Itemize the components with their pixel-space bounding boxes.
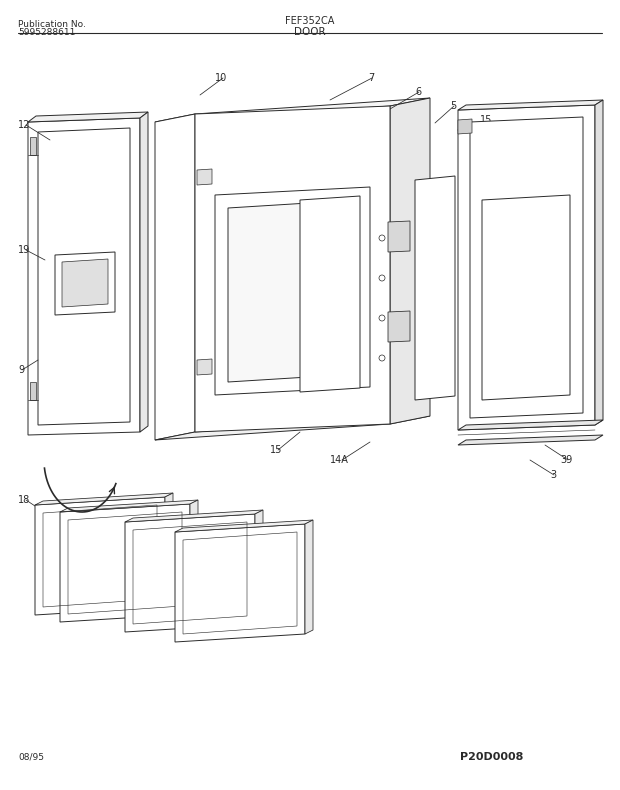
Text: 14: 14 — [515, 129, 527, 139]
Text: 5995288611: 5995288611 — [18, 28, 76, 37]
Text: 6: 6 — [415, 87, 421, 97]
Polygon shape — [470, 117, 583, 418]
Text: 12: 12 — [18, 120, 30, 130]
Polygon shape — [55, 252, 115, 315]
Polygon shape — [175, 524, 305, 642]
Text: 17: 17 — [148, 553, 161, 563]
Text: 16: 16 — [198, 565, 210, 575]
Polygon shape — [35, 497, 165, 615]
Polygon shape — [390, 98, 430, 424]
Polygon shape — [62, 259, 108, 307]
Polygon shape — [35, 493, 173, 505]
Text: 16: 16 — [68, 537, 80, 547]
Polygon shape — [60, 500, 198, 512]
Polygon shape — [28, 112, 148, 122]
Text: 15: 15 — [270, 445, 282, 455]
Polygon shape — [482, 195, 570, 400]
Circle shape — [379, 355, 385, 361]
Polygon shape — [155, 114, 195, 440]
Polygon shape — [458, 119, 472, 134]
Polygon shape — [155, 98, 430, 122]
Polygon shape — [60, 504, 190, 622]
Text: 39: 39 — [560, 455, 572, 465]
Text: DOOR: DOOR — [294, 27, 326, 37]
Text: 4: 4 — [577, 160, 583, 170]
Polygon shape — [458, 100, 603, 110]
Polygon shape — [195, 106, 390, 432]
Text: FEF352CA: FEF352CA — [285, 16, 335, 26]
Polygon shape — [305, 520, 313, 634]
Polygon shape — [140, 112, 148, 432]
Polygon shape — [197, 359, 212, 375]
Polygon shape — [458, 420, 603, 430]
Polygon shape — [300, 196, 360, 392]
Polygon shape — [165, 493, 173, 607]
Polygon shape — [197, 169, 212, 185]
Polygon shape — [175, 520, 313, 532]
Polygon shape — [125, 510, 263, 522]
Text: 7: 7 — [368, 73, 374, 83]
Text: 9: 9 — [18, 365, 24, 375]
Text: Publication No.: Publication No. — [18, 20, 86, 29]
Polygon shape — [458, 105, 595, 430]
Text: 18: 18 — [18, 495, 30, 505]
Circle shape — [379, 235, 385, 241]
Polygon shape — [388, 311, 410, 342]
Text: 14A: 14A — [545, 144, 564, 154]
Text: 15: 15 — [480, 115, 492, 125]
Text: 5: 5 — [450, 101, 456, 111]
Text: 10: 10 — [215, 73, 228, 83]
Polygon shape — [228, 200, 357, 382]
Polygon shape — [255, 510, 263, 624]
Polygon shape — [30, 382, 36, 400]
Polygon shape — [458, 435, 603, 445]
Polygon shape — [125, 514, 255, 632]
Polygon shape — [28, 118, 140, 435]
Polygon shape — [215, 187, 370, 395]
Polygon shape — [30, 137, 36, 155]
Text: 08/95: 08/95 — [18, 753, 44, 762]
Text: 19: 19 — [18, 245, 30, 255]
Polygon shape — [595, 100, 603, 425]
Text: eReplacementParts.com: eReplacementParts.com — [255, 356, 365, 364]
Polygon shape — [388, 221, 410, 252]
Text: 3: 3 — [550, 470, 556, 480]
Polygon shape — [190, 500, 198, 614]
Polygon shape — [415, 176, 455, 400]
Text: 14A: 14A — [330, 455, 349, 465]
Polygon shape — [38, 128, 130, 425]
Polygon shape — [155, 416, 430, 440]
Circle shape — [379, 275, 385, 281]
Circle shape — [379, 315, 385, 321]
Text: P20D0008: P20D0008 — [460, 752, 523, 762]
